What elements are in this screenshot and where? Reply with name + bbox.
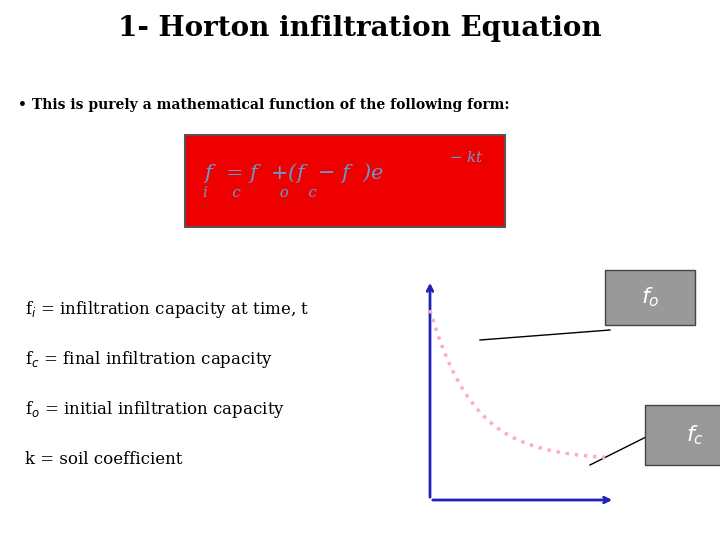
Bar bbox=[645, 405, 720, 465]
Text: •: • bbox=[18, 98, 27, 112]
Bar bbox=[605, 270, 695, 325]
Text: f$_o$ = initial infiltration capacity: f$_o$ = initial infiltration capacity bbox=[25, 400, 285, 421]
Text: $f_c$: $f_c$ bbox=[686, 423, 704, 447]
Text: i     c        o    c: i c o c bbox=[203, 186, 317, 200]
Text: k = soil coefficient: k = soil coefficient bbox=[25, 451, 182, 469]
Text: This is purely a mathematical function of the following form:: This is purely a mathematical function o… bbox=[32, 98, 510, 112]
Text: $-$ kt: $-$ kt bbox=[449, 150, 484, 165]
Bar bbox=[185, 135, 505, 227]
Text: f  = f  +(f  $-$ f  )e: f = f +(f $-$ f )e bbox=[203, 161, 384, 185]
Text: f$_i$ = infiltration capacity at time, t: f$_i$ = infiltration capacity at time, t bbox=[25, 300, 309, 321]
Text: 1- Horton infiltration Equation: 1- Horton infiltration Equation bbox=[118, 15, 602, 42]
Text: f$_c$ = final infiltration capacity: f$_c$ = final infiltration capacity bbox=[25, 349, 273, 370]
Text: $f_o$: $f_o$ bbox=[641, 286, 660, 309]
